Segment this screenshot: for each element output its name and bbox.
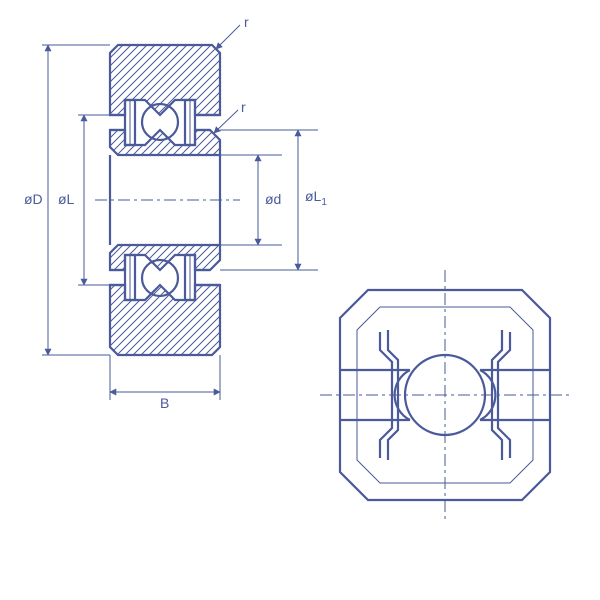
label-fillet-inner: r [241,99,246,115]
label-bore-dia: ød [265,191,281,207]
label-inner-land: øL [58,191,75,207]
label-outer-dia: øD [24,191,43,207]
bearing-diagram: øD øL ød øL1 B r r [0,0,600,600]
label-fillet-outer: r [244,14,249,30]
label-outer-land: øL1 [305,188,327,208]
label-width: B [160,395,169,411]
left-cross-section [95,45,240,355]
right-detail-view [320,270,570,520]
